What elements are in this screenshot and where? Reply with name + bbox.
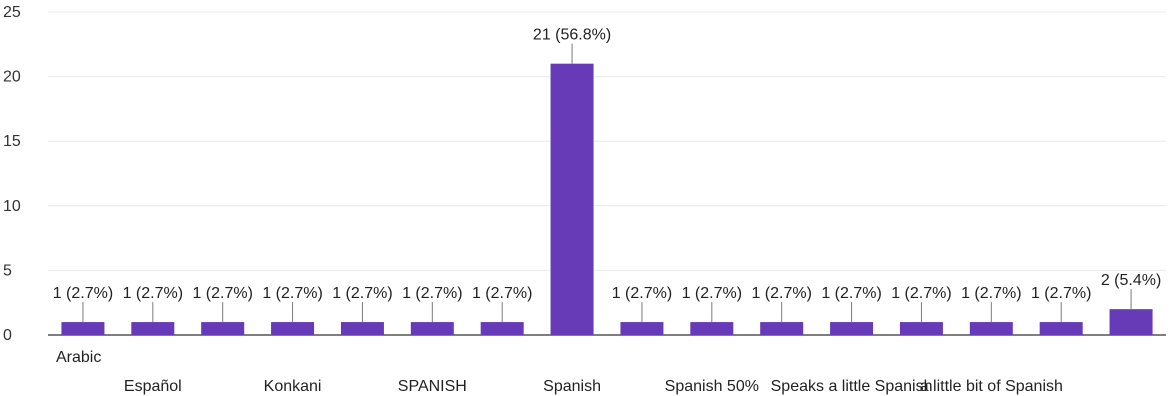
x-category-label: Spanish 50% xyxy=(665,378,759,395)
bar xyxy=(480,322,524,335)
data-label: 1 (2.7%) xyxy=(682,285,742,302)
bar xyxy=(1109,309,1153,335)
bar xyxy=(620,322,664,335)
category-label-layer: Arabic Español Konkani SPANISH Spanish Spanis… xyxy=(56,349,1063,395)
x-category-label: Konkani xyxy=(264,378,322,395)
x-category-label: Spanish xyxy=(543,378,601,395)
y-tick-label: 15 xyxy=(3,133,21,150)
data-label: 1 (2.7%) xyxy=(1031,285,1091,302)
x-category-label: SPANISH xyxy=(398,378,467,395)
y-tick-label: 10 xyxy=(3,198,21,215)
bar xyxy=(760,322,804,335)
x-category-label: Arabic xyxy=(56,349,101,366)
y-tick-label: 0 xyxy=(3,327,12,344)
data-label: 2 (5.4%) xyxy=(1101,272,1161,289)
data-label-layer: 1 (2.7%) 1 (2.7%) 1 (2.7%) 1 (2.7%) 1 (2.7%)… xyxy=(53,27,1161,323)
y-tick-layer: 0 5 10 15 20 25 xyxy=(3,4,21,344)
y-tick-label: 20 xyxy=(3,69,21,86)
bar xyxy=(61,322,105,335)
data-label: 1 (2.7%) xyxy=(472,285,532,302)
data-label: 21 (56.8%) xyxy=(533,27,611,44)
x-category-label: Speaks a little Spanish xyxy=(771,378,933,395)
data-label: 1 (2.7%) xyxy=(402,285,462,302)
bar xyxy=(201,322,245,335)
bar xyxy=(899,322,943,335)
y-tick-label: 5 xyxy=(3,262,12,279)
y-tick-label: 25 xyxy=(3,4,21,21)
bar xyxy=(131,322,175,335)
data-label: 1 (2.7%) xyxy=(262,285,322,302)
bar xyxy=(969,322,1013,335)
bar xyxy=(690,322,734,335)
bar xyxy=(340,322,384,335)
data-label: 1 (2.7%) xyxy=(612,285,672,302)
data-label: 1 (2.7%) xyxy=(53,285,113,302)
data-label: 1 (2.7%) xyxy=(332,285,392,302)
bar xyxy=(271,322,315,335)
bar xyxy=(1039,322,1083,335)
data-label: 1 (2.7%) xyxy=(961,285,1021,302)
data-label: 1 (2.7%) xyxy=(821,285,881,302)
bar xyxy=(410,322,454,335)
bar xyxy=(550,63,594,336)
data-label: 1 (2.7%) xyxy=(891,285,951,302)
data-label: 1 (2.7%) xyxy=(751,285,811,302)
data-label: 1 (2.7%) xyxy=(192,285,252,302)
data-label: 1 (2.7%) xyxy=(123,285,183,302)
bar-layer xyxy=(61,63,1153,336)
x-category-label: Español xyxy=(124,378,182,395)
x-category-label: a little bit of Spanish xyxy=(920,378,1063,395)
bar xyxy=(830,322,874,335)
